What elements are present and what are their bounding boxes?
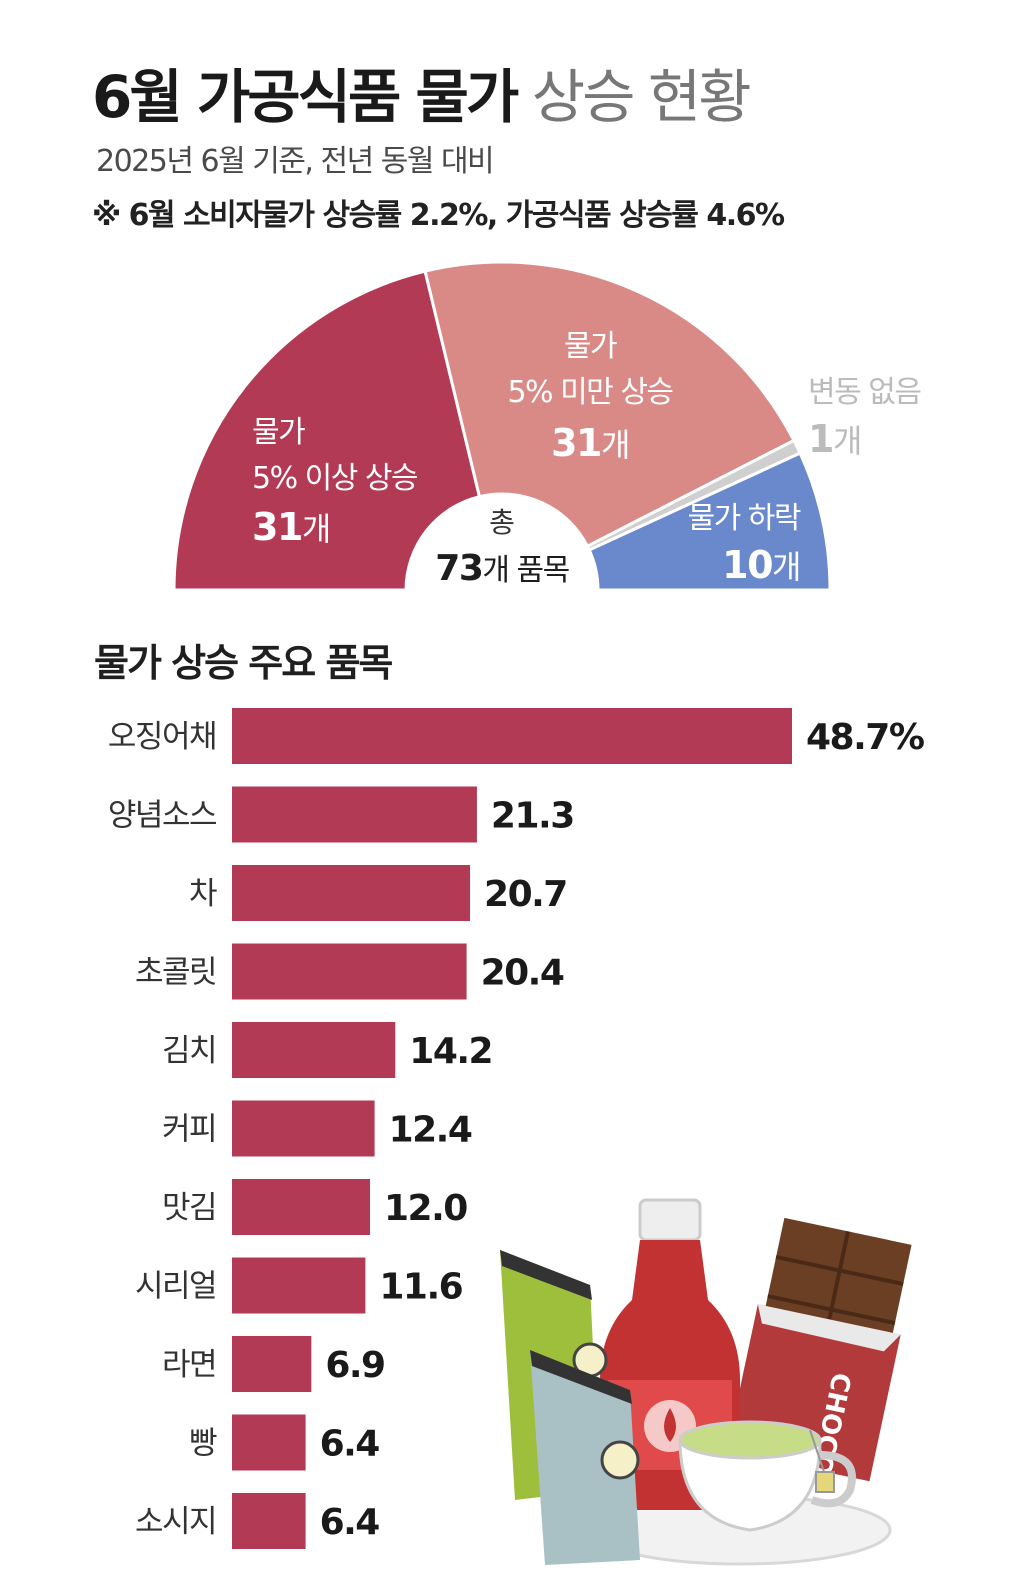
bar-category-label: 차 bbox=[189, 876, 217, 912]
bar bbox=[232, 865, 471, 921]
bar-category-label: 라면 bbox=[162, 1347, 216, 1383]
note-text: ※ 6월 소비자물가 상승률 2.2%, 가공식품 상승률 4.6% bbox=[92, 198, 785, 233]
title-strong: 6월 가공식품 물가 bbox=[92, 63, 519, 131]
page-subtitle: 2025년 6월 기준, 전년 동월 대비 bbox=[96, 144, 495, 179]
bar-value-label: 6.4 bbox=[320, 1502, 380, 1543]
bar-value-label: 21.3 bbox=[491, 796, 574, 837]
bar bbox=[232, 1414, 306, 1471]
bar-category-label: 소시지 bbox=[135, 1504, 216, 1540]
bar-category-label: 시리얼 bbox=[135, 1269, 216, 1305]
bar bbox=[232, 1336, 312, 1392]
bar bbox=[232, 1257, 366, 1314]
slice-count: 31개 bbox=[252, 505, 330, 549]
bar-value-label: 48.7% bbox=[806, 717, 924, 758]
bar-chart-title: 물가 상승 주요 품목 bbox=[94, 641, 393, 685]
bar bbox=[232, 1100, 375, 1157]
bar-value-label: 12.0 bbox=[384, 1188, 467, 1229]
slice-label: 5% 이상 상승 bbox=[252, 461, 417, 496]
slice-label: 변동 없음 bbox=[808, 375, 920, 410]
bar bbox=[232, 943, 467, 1000]
bar-category-label: 김치 bbox=[162, 1033, 216, 1069]
bar bbox=[232, 786, 477, 843]
bar-category-label: 양념소스 bbox=[108, 798, 216, 834]
bar-value-label: 11.6 bbox=[379, 1267, 462, 1308]
slice-label: 물가 bbox=[564, 329, 617, 364]
donut-slice bbox=[587, 451, 832, 592]
slice-label: 물가 bbox=[252, 415, 305, 450]
bar-value-label: 6.9 bbox=[325, 1345, 384, 1386]
bar bbox=[232, 708, 792, 764]
page-title: 6월 가공식품 물가 상승 현황 bbox=[92, 50, 752, 134]
bar-category-label: 초콜릿 bbox=[135, 955, 216, 991]
bar-value-label: 20.4 bbox=[481, 953, 564, 994]
bar-value-label: 14.2 bbox=[409, 1031, 492, 1072]
bar-category-label: 오징어채 bbox=[108, 719, 216, 755]
donut-slice bbox=[172, 269, 482, 592]
bar bbox=[232, 1022, 396, 1078]
food-illustration: CHOCO bbox=[500, 1198, 912, 1566]
slice-count: 1개 bbox=[808, 417, 861, 461]
slice-label: 5% 미만 상승 bbox=[507, 375, 672, 410]
bar bbox=[232, 1179, 370, 1235]
slice-count: 31개 bbox=[551, 421, 629, 465]
bar-category-label: 커피 bbox=[162, 1112, 216, 1148]
bar-category-label: 맛김 bbox=[162, 1190, 216, 1226]
bar-value-label: 12.4 bbox=[389, 1110, 472, 1151]
center-label: 총 bbox=[489, 506, 515, 539]
bar-value-label: 20.7 bbox=[484, 874, 567, 915]
donut-slice bbox=[423, 260, 796, 549]
center-total: 73개 품목 bbox=[435, 548, 568, 589]
bar bbox=[232, 1493, 306, 1549]
title-light: 상승 현황 bbox=[531, 63, 752, 131]
bar-category-label: 빵 bbox=[189, 1426, 217, 1462]
slice-count: 10개 bbox=[722, 543, 800, 587]
slice-label: 물가 하락 bbox=[688, 501, 801, 536]
bar-value-label: 6.4 bbox=[320, 1424, 380, 1465]
